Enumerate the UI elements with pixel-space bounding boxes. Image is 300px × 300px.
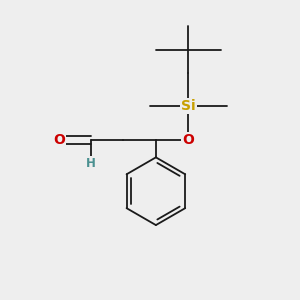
Text: O: O (182, 133, 194, 147)
Text: H: H (86, 157, 96, 170)
Text: Si: Si (181, 99, 196, 113)
Text: O: O (53, 133, 65, 147)
